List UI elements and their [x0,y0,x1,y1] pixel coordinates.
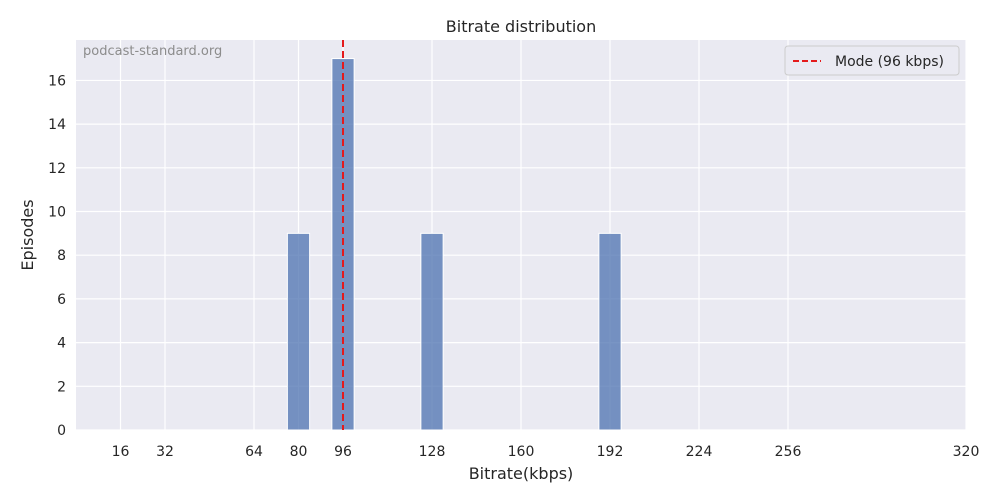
y-tick-label: 10 [48,205,66,221]
watermark: podcast-standard.org [83,44,222,59]
legend-box [784,45,960,76]
x-tick-label: 64 [245,444,263,460]
x-tick-label: 224 [686,444,713,460]
y-tick-label: 6 [57,292,66,308]
chart-title: Bitrate distribution [446,17,596,36]
y-tick-label: 16 [48,73,66,89]
y-tick-label: 4 [57,336,66,352]
tick-labels: 0 2 4 6 8 10 12 14 16 16 32 64 80 96 128 160 192 224 256 32… [48,73,979,460]
bar-192 [598,232,622,431]
y-tick-label: 8 [57,248,66,264]
x-tick-label: 32 [156,444,174,460]
x-tick-label: 80 [290,444,308,460]
y-axis-label: Episodes [18,199,37,270]
x-tick-label: 16 [112,444,130,460]
x-tick-label: 256 [775,444,802,460]
x-tick-label: 320 [953,444,980,460]
y-tick-label: 0 [57,423,66,439]
x-tick-label: 160 [508,444,535,460]
x-tick-label: 192 [597,444,624,460]
bar-128 [420,232,444,431]
bar-80 [286,232,311,431]
x-tick-label: 128 [419,444,446,460]
x-axis-label: Bitrate(kbps) [469,464,574,483]
y-tick-label: 12 [48,161,66,177]
legend: Mode (96 kbps) [784,45,960,76]
x-tick-label: 96 [334,444,352,460]
y-tick-label: 2 [57,379,66,395]
y-tick-label: 14 [48,117,66,133]
legend-label: Mode (96 kbps) [835,54,944,70]
